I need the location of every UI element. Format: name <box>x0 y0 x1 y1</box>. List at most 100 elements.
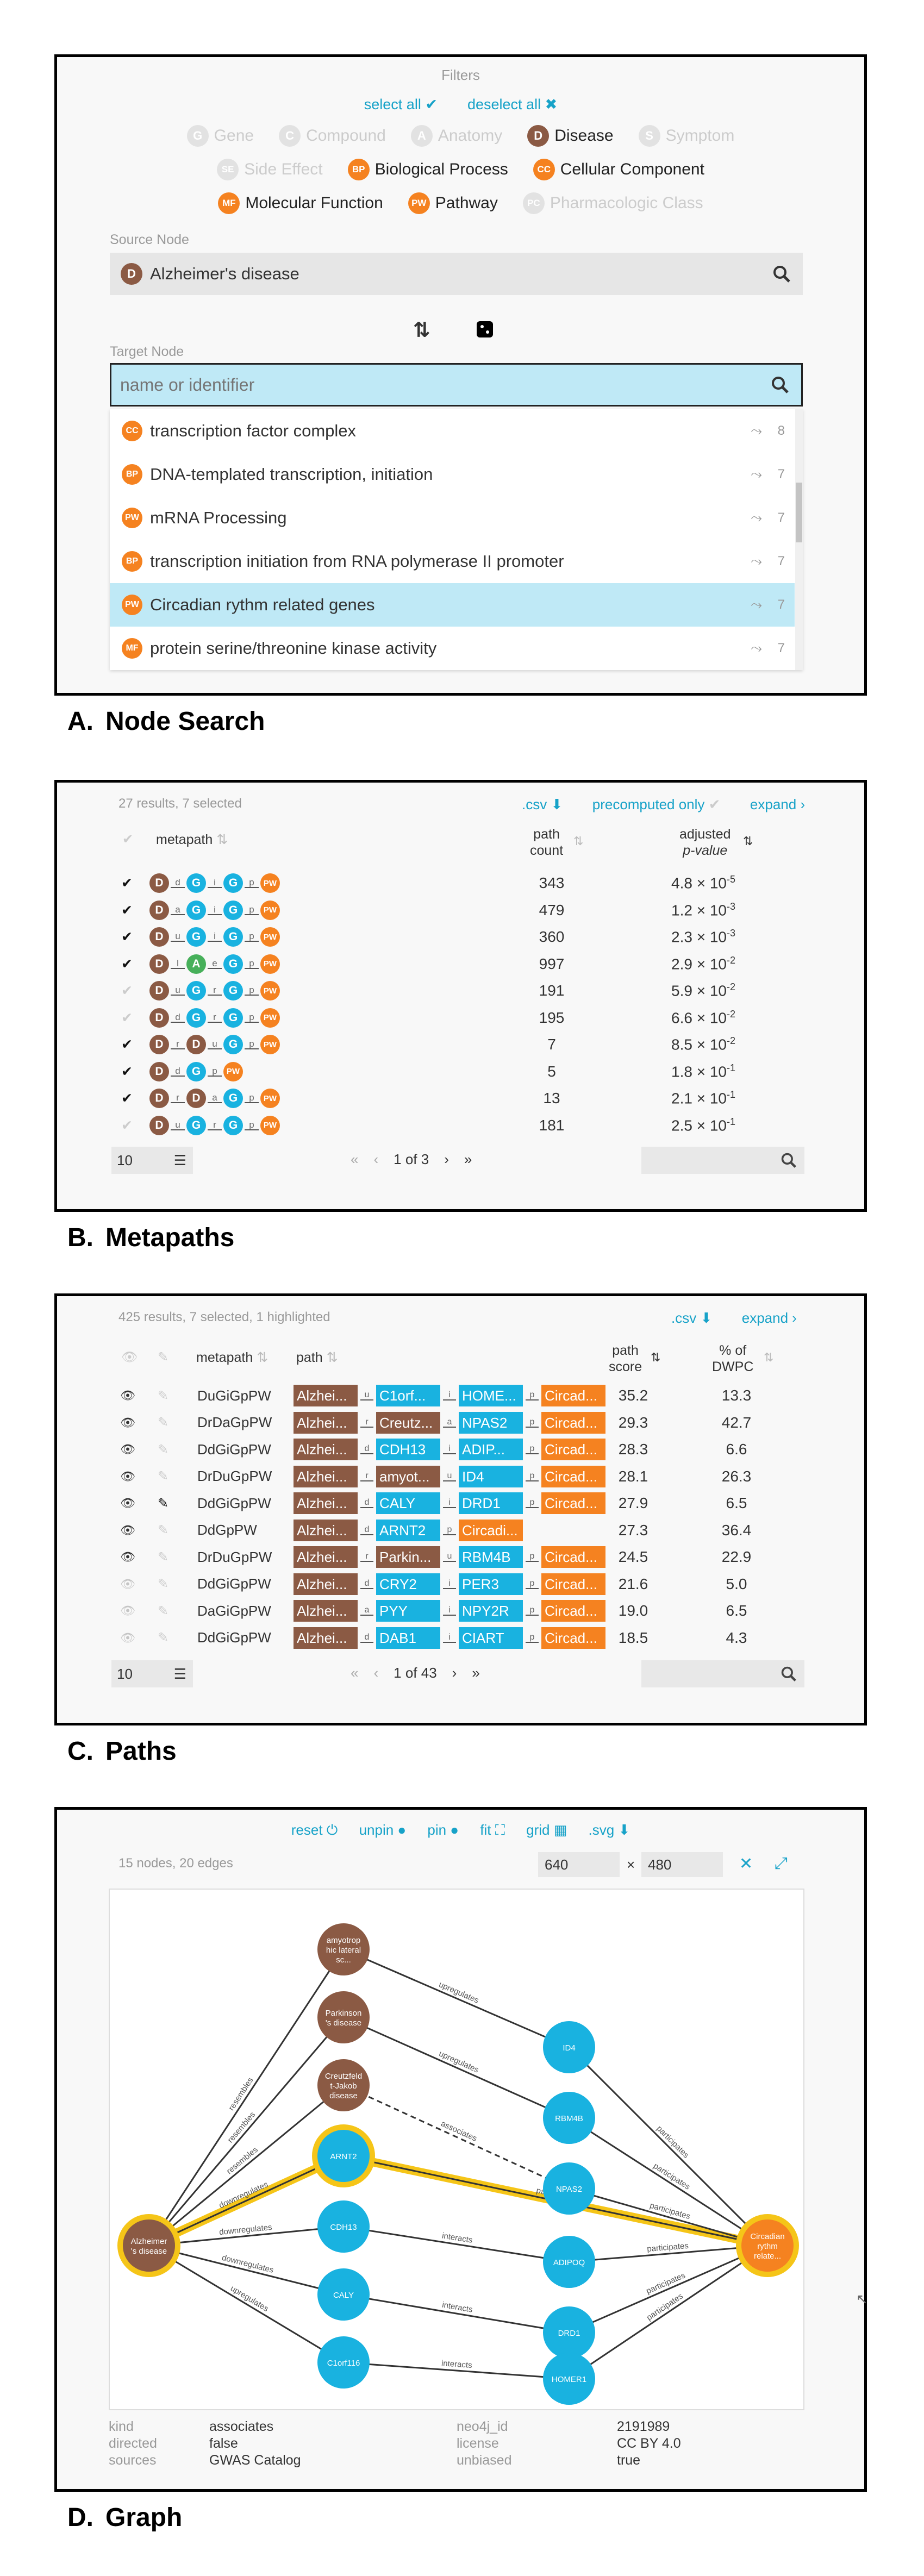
row-checkbox[interactable]: ✔ <box>121 1010 133 1026</box>
pin-icon[interactable]: ✎ <box>158 1350 169 1365</box>
swap-nodes-button[interactable]: ⇅ <box>413 319 430 342</box>
graph-node-adipoq[interactable]: ADIPOQ <box>543 2236 595 2288</box>
filter-compound[interactable]: C Compound <box>279 125 386 147</box>
path-row[interactable]: 👁 ✎ DdGpPW Alzhei... d ARNT2 p Circadi... 27.3 36… <box>57 1518 864 1543</box>
precomputed-toggle[interactable]: precomputed only ✔ <box>592 796 721 812</box>
graph-edge[interactable]: participates <box>568 2046 769 2247</box>
graph-node-c1orf[interactable]: C1orf116 <box>317 2336 370 2389</box>
last-page-button[interactable]: » <box>464 1151 472 1167</box>
filter-pharmacologic-class[interactable]: PC Pharmacologic Class <box>522 192 703 214</box>
search-icon[interactable] <box>771 376 789 397</box>
graph-node-drd1[interactable]: DRD1 <box>543 2306 595 2359</box>
search-icon[interactable] <box>772 265 791 287</box>
graph-node-cdh13[interactable]: CDH13 <box>317 2200 370 2253</box>
source-node-field[interactable]: D Alzheimer's disease <box>110 253 803 295</box>
graph-edge[interactable]: downregulates <box>148 2223 344 2247</box>
path-row[interactable]: 👁 ✎ DdGiGpPW Alzhei... d CDH13 i ADIP... p Circad… <box>57 1437 864 1462</box>
random-dice-button[interactable] <box>477 321 493 337</box>
row-checkbox[interactable]: ✔ <box>121 983 133 998</box>
expand-link[interactable]: expand › <box>750 796 806 812</box>
path-row[interactable]: 👁 ✎ DdGiGpPW Alzhei... d CALY i DRD1 p Circad... 2… <box>57 1491 864 1516</box>
graph-node-npas2[interactable]: NPAS2 <box>543 2162 595 2215</box>
search-result-item[interactable]: BP transcription initiation from RNA poly… <box>110 540 795 583</box>
p-value-col-header[interactable]: adjusted p-value <box>679 827 731 858</box>
page-size-select[interactable]: 10 ☰ <box>111 1660 193 1687</box>
filter-side-effect[interactable]: SE Side Effect <box>217 159 323 180</box>
visibility-toggle-icon[interactable]: 👁 <box>120 1442 135 1456</box>
metapath-col-header[interactable]: metapath ⇅ <box>156 832 228 847</box>
path-row[interactable]: 👁 ✎ DaGiGpPW Alzhei... a PYY i NPY2R p Circad... 1… <box>57 1598 864 1623</box>
graph-edge[interactable]: interacts <box>343 2293 570 2334</box>
graph-edge[interactable]: resembles <box>148 2017 345 2246</box>
search-result-item[interactable]: PW Circadian rythm related genes ⤳ 7 <box>110 583 795 627</box>
expand-link[interactable]: expand › <box>741 1310 797 1326</box>
graph-svg[interactable]: resemblesresemblesresemblesdownregulates… <box>110 1890 806 2411</box>
pin-toggle-icon[interactable]: ✎ <box>158 1603 169 1618</box>
graph-edge[interactable]: participates <box>569 2244 768 2380</box>
pin-toggle-icon[interactable]: ✎ <box>158 1549 169 1565</box>
visibility-toggle-icon[interactable]: 👁 <box>120 1604 135 1617</box>
select-all-check[interactable]: ✔ <box>122 832 134 847</box>
fullscreen-icon[interactable]: ⤢ <box>775 1854 788 1872</box>
graph-node-id4[interactable]: ID4 <box>543 2021 595 2073</box>
filter-cellular-component[interactable]: CC Cellular Component <box>533 159 704 180</box>
filter-molecular-function[interactable]: MF Molecular Function <box>218 192 383 214</box>
path-row[interactable]: 👁 ✎ DdGiGpPW Alzhei... d DAB1 i CIART p Circad...… <box>57 1625 864 1650</box>
path-row[interactable]: 👁 ✎ DrDaGpPW Alzhei... r Creutz... a NPAS2 p Circ… <box>57 1410 864 1435</box>
graph-height-input[interactable]: 480 <box>641 1852 723 1877</box>
path-row[interactable]: 👁 ✎ DrDuGpPW Alzhei... r amyot... u ID4 p Circad.… <box>57 1464 864 1489</box>
target-node-field[interactable] <box>110 363 803 407</box>
graph-node-park[interactable]: Parkinson's disease <box>317 1991 370 2043</box>
graph-canvas[interactable]: resembles resembles resembles downregulates… <box>109 1889 804 2410</box>
pin-toggle-icon[interactable]: ✎ <box>158 1630 169 1645</box>
pin-toggle-icon[interactable]: ✎ <box>158 1496 169 1511</box>
visibility-toggle-icon[interactable]: 👁 <box>120 1415 135 1429</box>
row-checkbox[interactable]: ✔ <box>121 1037 133 1052</box>
visibility-toggle-icon[interactable]: 👁 <box>120 1523 135 1537</box>
metapaths-search-input[interactable] <box>641 1147 804 1174</box>
graph-edge[interactable]: interacts <box>343 2225 570 2263</box>
paths-search-input[interactable] <box>641 1660 804 1687</box>
graph-node-caly[interactable]: CALY <box>317 2268 370 2321</box>
path-score-col-header[interactable]: path score <box>609 1343 642 1374</box>
visibility-toggle-icon[interactable]: 👁 <box>120 1389 135 1402</box>
row-checkbox[interactable]: ✔ <box>121 929 133 945</box>
row-checkbox[interactable]: ✔ <box>121 902 133 918</box>
dwpc-col-header[interactable]: % of DWPC <box>712 1343 754 1374</box>
deselect-all-link[interactable]: deselect all ✖ <box>467 96 558 112</box>
visibility-toggle-icon[interactable]: 👁 <box>120 1577 135 1591</box>
row-checkbox[interactable]: ✔ <box>121 1064 133 1079</box>
row-checkbox[interactable]: ✔ <box>121 1117 133 1133</box>
collapse-icon[interactable]: ✕ <box>739 1855 753 1873</box>
pin-toggle-icon[interactable]: ✎ <box>158 1523 169 1537</box>
filter-pathway[interactable]: PW Pathway <box>408 192 498 214</box>
eye-icon[interactable]: 👁 <box>121 1350 138 1365</box>
search-result-item[interactable]: CC transcription factor complex ⤳ 8 <box>110 409 795 453</box>
search-result-item[interactable]: MF protein serine/threonine kinase activi… <box>110 627 795 670</box>
pin-toggle-icon[interactable]: ✎ <box>158 1577 169 1591</box>
search-result-item[interactable]: BP DNA-templated transcription, initiatio… <box>110 453 795 496</box>
pin-toggle-icon[interactable]: ✎ <box>158 1469 169 1484</box>
row-checkbox[interactable]: ✔ <box>121 956 133 972</box>
filter-biological-process[interactable]: BP Biological Process <box>347 159 508 180</box>
graph-edge[interactable]: interacts <box>343 2359 570 2380</box>
page-size-select[interactable]: 10 ☰ <box>111 1147 193 1174</box>
graph-node-circ[interactable]: Circadianrythmrelate... <box>736 2214 799 2277</box>
target-node-input[interactable] <box>120 374 745 395</box>
next-page-button[interactable]: › <box>452 1665 457 1681</box>
next-page-button[interactable]: › <box>444 1151 449 1167</box>
path-count-col-header[interactable]: path count <box>530 827 564 858</box>
graph-edge[interactable]: participates <box>569 2241 768 2263</box>
filter-disease[interactable]: D Disease <box>527 125 614 147</box>
visibility-toggle-icon[interactable]: 👁 <box>120 1469 135 1483</box>
